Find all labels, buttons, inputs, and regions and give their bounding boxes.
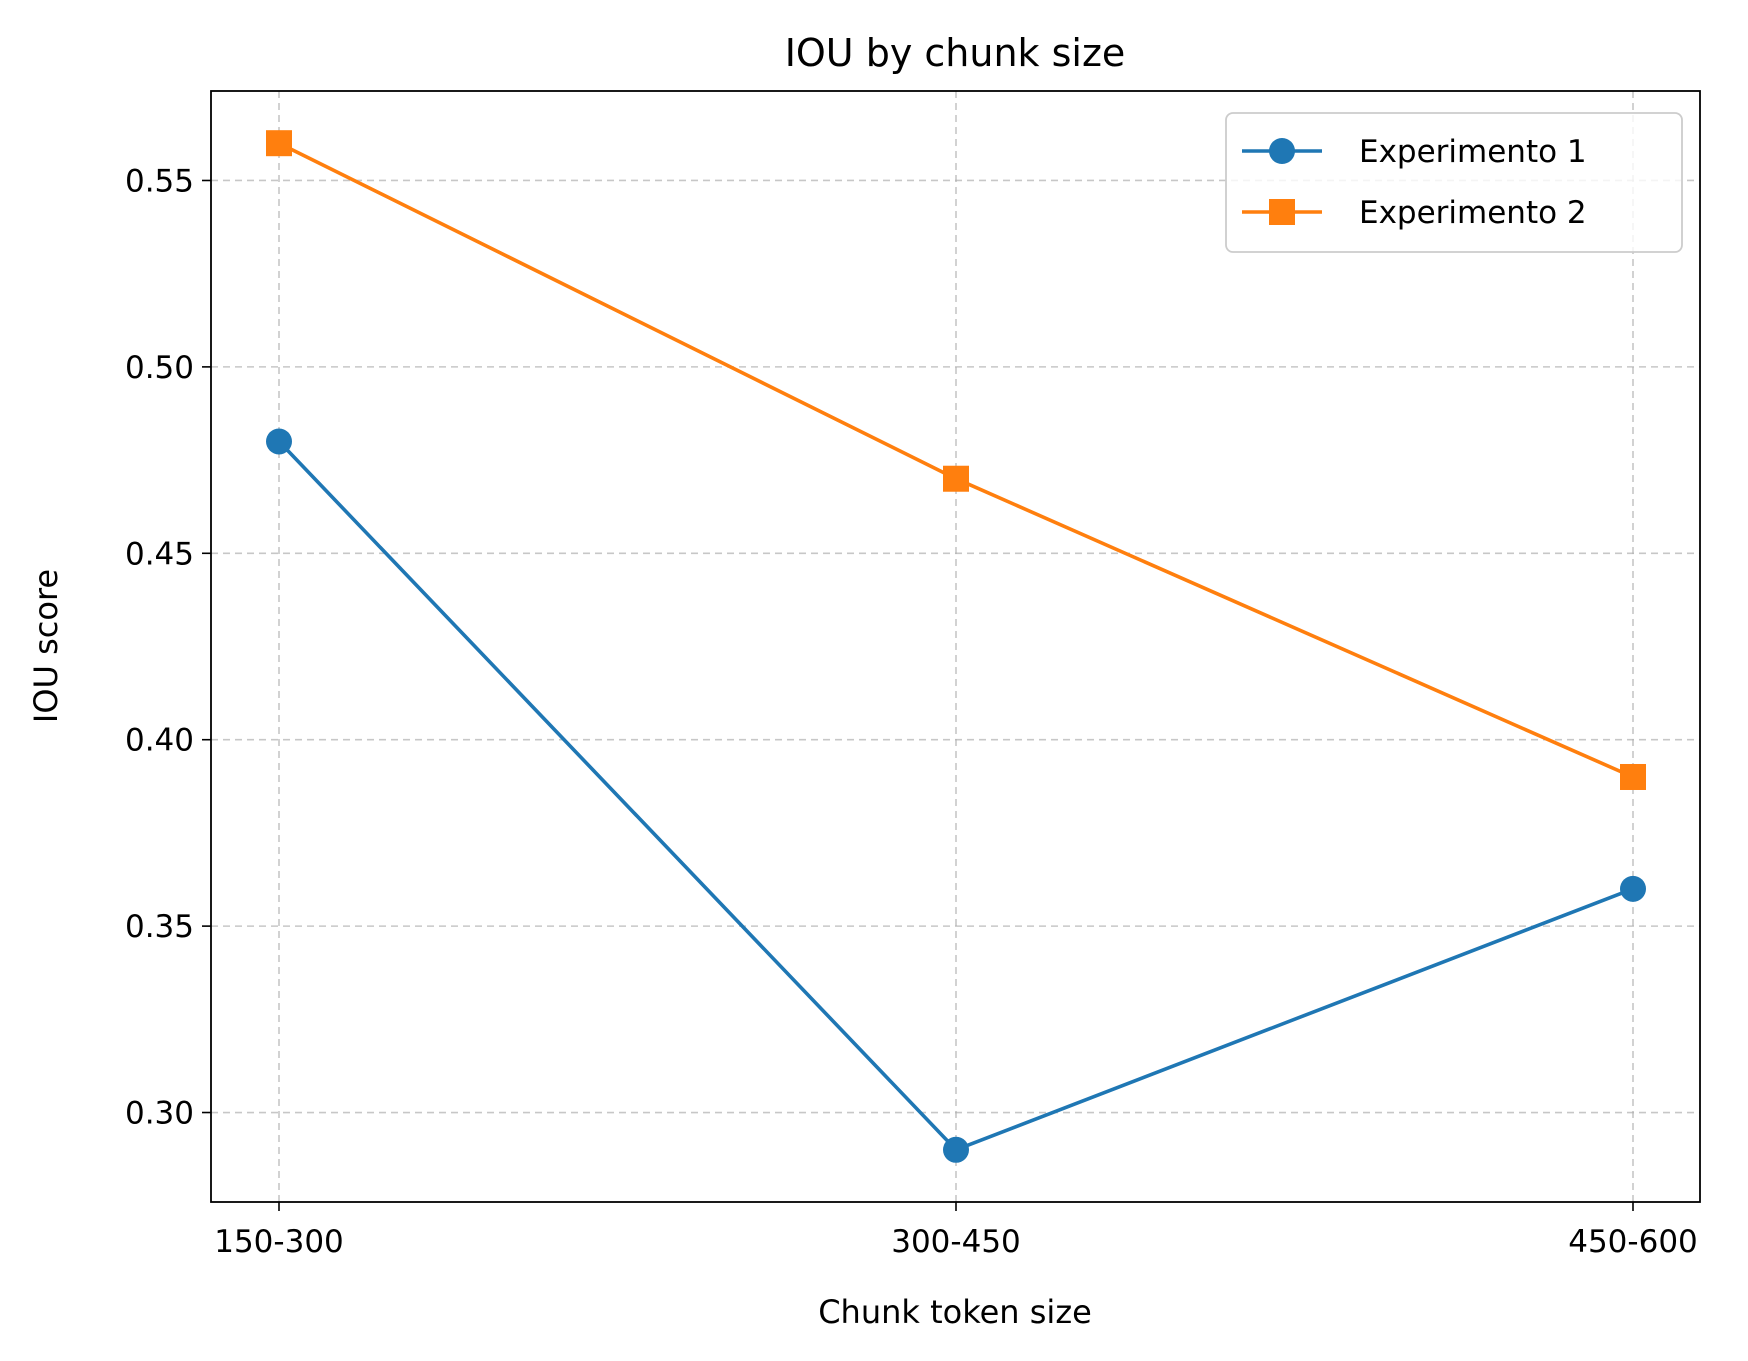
y-tick-label: 0.40 bbox=[125, 723, 194, 759]
y-tick-label: 0.30 bbox=[125, 1096, 194, 1132]
data-point-2 bbox=[943, 465, 969, 492]
series-layer bbox=[266, 130, 1646, 1163]
chart-title: IOU by chunk size bbox=[785, 31, 1126, 75]
axis-ticks: 0.30 0.35 0.40 0.45 0.50 0.55 150-300 300-450 45… bbox=[125, 163, 1698, 1260]
legend-label-1: Experimento 1 bbox=[1359, 134, 1587, 170]
legend-marker-1 bbox=[1269, 138, 1295, 164]
y-axis-label: IOU score bbox=[27, 569, 65, 723]
legend-label-2: Experimento 2 bbox=[1359, 195, 1587, 231]
y-tick-label: 0.55 bbox=[125, 163, 194, 199]
x-tick-label: 300-450 bbox=[891, 1224, 1021, 1260]
data-point-2 bbox=[266, 130, 292, 157]
legend-marker-2 bbox=[1269, 199, 1295, 225]
data-point-1 bbox=[266, 428, 292, 455]
x-tick-label: 450-600 bbox=[1568, 1224, 1698, 1260]
grid bbox=[211, 91, 1700, 1202]
data-point-1 bbox=[943, 1136, 969, 1163]
legend: Experimento 1 Experimento 2 bbox=[1225, 112, 1683, 253]
y-tick-label: 0.35 bbox=[125, 909, 194, 945]
data-point-1 bbox=[1620, 875, 1646, 902]
y-tick-label: 0.50 bbox=[125, 350, 194, 386]
y-tick-label: 0.45 bbox=[125, 536, 194, 572]
legend-box bbox=[1225, 112, 1683, 253]
data-point-2 bbox=[1620, 763, 1646, 790]
x-axis-label: Chunk token size bbox=[818, 1293, 1092, 1331]
x-tick-label: 150-300 bbox=[214, 1224, 344, 1260]
